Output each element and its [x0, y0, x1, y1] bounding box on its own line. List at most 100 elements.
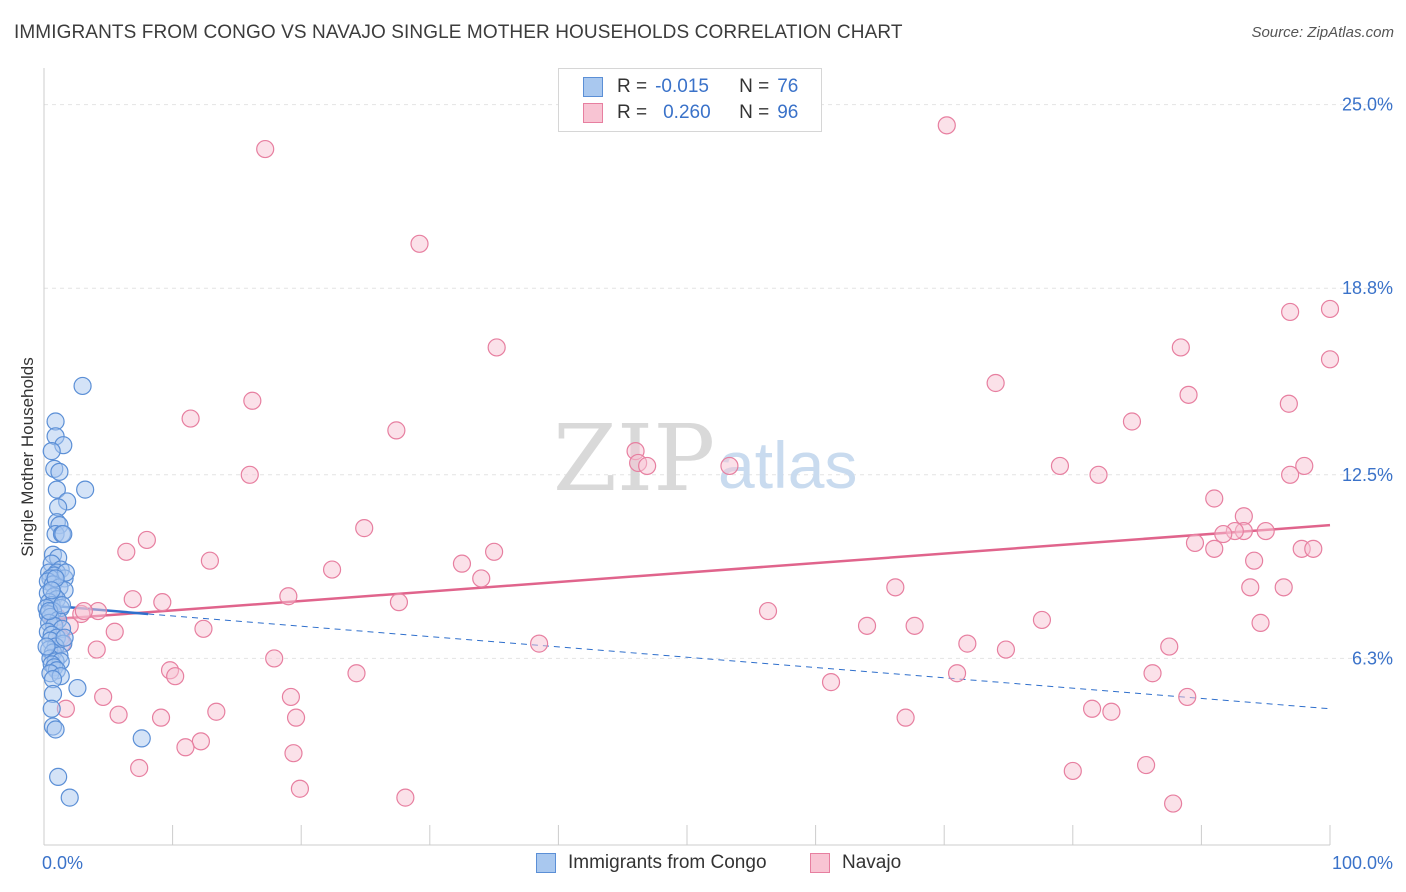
navajo-point-18: [720, 456, 739, 476]
navajo-point-32: [1185, 533, 1205, 553]
r-label: R =: [617, 102, 648, 123]
navajo-point-80: [109, 705, 128, 724]
navajo-point-48: [153, 593, 172, 612]
navajo-point-79: [207, 702, 226, 721]
legend-item-congo: Immigrants from Congo: [536, 852, 767, 874]
navajo-point-3: [1281, 302, 1300, 322]
navajo-point-82: [286, 708, 306, 727]
navajo-point-0: [937, 116, 956, 135]
navajo-point-90: [1063, 761, 1082, 781]
navajo-swatch: [583, 103, 603, 123]
legend-row-navajo: R = 0.260 N = 96: [583, 101, 798, 125]
navajo-point-35: [1304, 539, 1323, 558]
source-label: Source: ZipAtlas.com: [1251, 24, 1394, 41]
n-value: 96: [777, 102, 799, 123]
navajo-point-75: [94, 687, 113, 707]
navajo-point-93: [396, 788, 415, 807]
congo-point-0: [73, 376, 92, 396]
congo-point-66: [132, 729, 151, 748]
navajo-point-65: [1160, 637, 1179, 656]
navajo-point-58: [1251, 613, 1270, 632]
navajo-point-17: [638, 456, 657, 476]
navajo-point-26: [355, 519, 374, 538]
navajo-point-23: [1281, 465, 1300, 484]
navajo-point-63: [958, 634, 977, 653]
n-label: N =: [739, 102, 770, 123]
congo-trend-extension: [148, 613, 1331, 710]
navajo-point-41: [322, 560, 342, 579]
navajo-point-62: [530, 634, 549, 653]
navajo-point-33: [1205, 539, 1224, 558]
navajo-point-88: [284, 744, 303, 763]
navajo-point-24: [1205, 489, 1224, 508]
navajo-point-84: [1082, 699, 1102, 718]
congo-point-7: [76, 480, 95, 499]
navajo-point-89: [130, 758, 149, 778]
legend-label-navajo: Navajo: [842, 852, 902, 873]
navajo-legend-swatch: [810, 853, 830, 873]
congo-point-4: [42, 442, 61, 461]
navajo-point-44: [1241, 578, 1260, 597]
stats-legend: R = -0.015 N = 76 R = 0.260 N = 96: [558, 68, 822, 132]
navajo-point-45: [1274, 578, 1293, 597]
navajo-point-73: [1143, 664, 1162, 683]
navajo-point-22: [1089, 465, 1108, 484]
navajo-point-72: [947, 664, 967, 683]
congo-point-8: [47, 480, 66, 499]
y-tick-label-1: 12.5%: [1342, 465, 1393, 485]
navajo-point-43: [886, 578, 905, 597]
navajo-point-10: [1179, 385, 1198, 404]
r-value: -0.015: [655, 76, 709, 97]
navajo-point-13: [1122, 412, 1142, 431]
navajo-point-4: [1320, 299, 1340, 319]
navajo-point-40: [1245, 551, 1264, 570]
navajo-point-20: [1295, 456, 1314, 476]
y-tick-label-2: 18.8%: [1342, 278, 1393, 298]
congo-point-72: [55, 628, 74, 647]
navajo-point-9: [243, 391, 262, 410]
navajo-point-70: [166, 667, 185, 686]
x-tick-label-min: 0.0%: [42, 853, 83, 873]
congo-point-68: [60, 788, 79, 807]
watermark-atlas: atlas: [718, 428, 857, 502]
navajo-point-49: [389, 593, 409, 612]
congo-point-61: [68, 678, 87, 698]
n-value: 76: [777, 76, 799, 97]
navajo-point-86: [191, 732, 210, 751]
chart-title: IMMIGRANTS FROM CONGO VS NAVAJO SINGLE M…: [14, 22, 903, 43]
navajo-point-77: [1178, 687, 1197, 707]
legend-item-navajo: Navajo: [810, 852, 901, 874]
navajo-point-1: [256, 139, 275, 159]
legend-row-congo: R = -0.015 N = 76: [583, 75, 798, 99]
congo-point-71: [37, 637, 56, 656]
y-tick-labels: 6.3% 12.5% 18.8% 25.0%: [1342, 95, 1393, 669]
navajo-point-14: [387, 421, 406, 440]
r-label: R =: [617, 76, 648, 97]
congo-point-65: [46, 720, 65, 739]
navajo-point-5: [487, 338, 506, 357]
navajo-point-81: [151, 708, 171, 727]
navajo-point-30: [1256, 521, 1275, 541]
navajo-point-31: [137, 530, 156, 550]
y-tick-label-0: 6.3%: [1352, 648, 1393, 668]
navajo-point-21: [240, 465, 259, 484]
y-tick-label-3: 25.0%: [1342, 95, 1393, 115]
navajo-point-68: [265, 649, 284, 668]
navajo-point-11: [1279, 394, 1298, 413]
navajo-point-57: [905, 616, 924, 635]
congo-point-75: [52, 596, 72, 615]
congo-point-6: [50, 462, 69, 481]
navajo-point-47: [123, 590, 142, 609]
navajo-point-37: [485, 542, 504, 561]
navajo-point-46: [279, 587, 298, 606]
navajo-point-60: [105, 622, 124, 641]
navajo-point-12: [181, 409, 200, 428]
axes: [43, 68, 1331, 846]
navajo-point-7: [1320, 350, 1340, 369]
trend-lines: [43, 523, 1331, 710]
navajo-point-38: [200, 551, 219, 570]
navajo-point-87: [176, 738, 195, 757]
navajo-point-8: [986, 373, 1005, 393]
navajo-point-36: [117, 542, 136, 561]
